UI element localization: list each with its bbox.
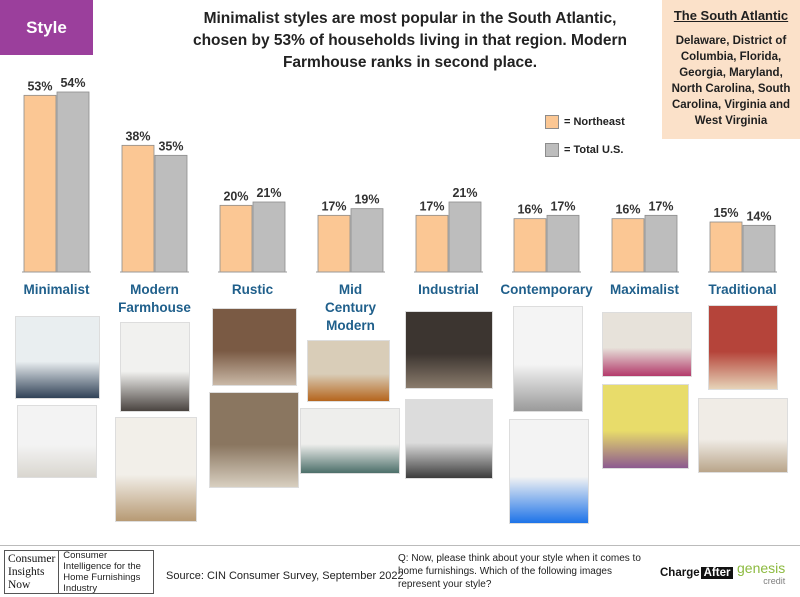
value-label-traditional-northeast: 15% xyxy=(713,206,738,220)
maximalist-photo-1 xyxy=(602,312,692,377)
survey-question: Q: Now, please think about your style wh… xyxy=(398,553,641,590)
value-label-traditional-total-us: 14% xyxy=(746,209,771,223)
legend-swatch-northeast xyxy=(545,115,559,129)
legend-swatch-total-us xyxy=(545,143,559,157)
traditional-photo-1 xyxy=(708,305,778,390)
category-label-minimalist-line-1: Minimalist xyxy=(23,282,90,297)
minimalist-photo-2 xyxy=(17,405,97,478)
cin-logo-line-2: Insights xyxy=(8,566,45,578)
value-label-minimalist-total-us: 54% xyxy=(60,76,85,90)
category-label-rustic-line-1: Rustic xyxy=(232,282,274,297)
chargeafter-logo-word-1: Charge xyxy=(660,567,700,579)
value-label-modern-farmhouse-total-us: 35% xyxy=(158,139,183,153)
chargeafter-logo: Charge After xyxy=(660,567,734,579)
industrial-photo-2 xyxy=(405,399,493,479)
value-label-rustic-northeast: 20% xyxy=(223,189,248,203)
rustic-photo-2 xyxy=(209,392,299,488)
value-label-minimalist-northeast: 53% xyxy=(27,79,52,93)
bar-rustic-total-us xyxy=(252,201,286,273)
bar-mid-century-modern-northeast xyxy=(317,214,351,273)
category-label-industrial-line-1: Industrial xyxy=(418,282,479,297)
legend-item-northeast: = Northeast xyxy=(545,114,625,130)
bar-chart: 53% 54% Minimalist 38% 35% Modern Farmhouse 20%… xyxy=(22,76,777,333)
bar-mid-century-modern-total-us xyxy=(350,208,384,273)
bar-industrial-northeast xyxy=(415,214,449,273)
bar-industrial-total-us xyxy=(448,201,482,273)
cin-logo: Consumer Insights Now Consumer Intellige… xyxy=(4,550,154,594)
bar-minimalist-total-us xyxy=(56,91,90,273)
region-box: The South Atlantic Delaware, District of… xyxy=(662,0,800,139)
traditional-photo-2 xyxy=(698,398,788,473)
legend-item-total-us: = Total U.S. xyxy=(545,142,625,158)
bar-rustic-northeast xyxy=(219,204,253,273)
bar-traditional-total-us xyxy=(742,224,776,273)
cin-tagline: Consumer Intelligence for the Home Furni… xyxy=(63,550,141,594)
bar-modern-farmhouse-total-us xyxy=(154,154,188,273)
footer-divider xyxy=(0,545,800,546)
value-label-mid-century-modern-northeast: 17% xyxy=(321,199,346,213)
genesis-logo-word: genesis xyxy=(737,560,786,576)
contemporary-photo-2 xyxy=(509,419,589,524)
maximalist-photo-2 xyxy=(602,384,689,469)
cin-logo-line-3: Now xyxy=(8,579,31,591)
bar-modern-farmhouse-northeast xyxy=(121,144,155,273)
category-label-traditional-line-1: Traditional xyxy=(708,282,776,297)
page-headline: Minimalist styles are most popular in th… xyxy=(192,10,628,71)
chargeafter-logo-word-2: After xyxy=(700,567,734,579)
genesis-logo-sub: credit xyxy=(763,576,786,586)
genesis-credit-logo: genesis credit xyxy=(737,560,786,588)
mid-century-photo-2 xyxy=(300,408,400,474)
rustic-photo-1 xyxy=(212,308,297,386)
cin-logo-line-1: Consumer xyxy=(8,553,56,565)
region-states: Delaware, District of Columbia, Florida,… xyxy=(671,35,791,127)
value-label-modern-farmhouse-northeast: 38% xyxy=(125,129,150,143)
industrial-photo-1 xyxy=(405,311,493,389)
minimalist-photo-1 xyxy=(15,316,100,399)
style-tag: Style xyxy=(0,0,93,55)
bar-contemporary-total-us xyxy=(546,214,580,273)
bar-traditional-northeast xyxy=(709,221,743,273)
category-label-mid-century-modern-line-3: Modern xyxy=(326,318,375,333)
value-label-industrial-total-us: 21% xyxy=(452,186,477,200)
category-label-mid-century-modern-line-1: Mid xyxy=(339,282,362,297)
legend-label-total-us: = Total U.S. xyxy=(564,144,624,156)
category-label-contemporary-line-1: Contemporary xyxy=(500,282,593,297)
cin-logo-mark: Consumer Insights Now xyxy=(5,551,60,593)
chart-legend: = Northeast = Total U.S. xyxy=(545,114,625,170)
value-label-mid-century-modern-total-us: 19% xyxy=(354,193,379,207)
category-label-modern-farmhouse-line-2: Farmhouse xyxy=(118,300,191,315)
value-label-contemporary-northeast: 16% xyxy=(517,203,542,217)
source-note: Source: CIN Consumer Survey, September 2… xyxy=(166,570,404,582)
modern-farmhouse-photo-2 xyxy=(115,417,197,522)
mid-century-photo-1 xyxy=(307,340,390,402)
value-label-industrial-northeast: 17% xyxy=(419,199,444,213)
value-label-maximalist-total-us: 17% xyxy=(648,199,673,213)
category-label-maximalist-line-1: Maximalist xyxy=(610,282,680,297)
value-label-rustic-total-us: 21% xyxy=(256,186,281,200)
value-label-maximalist-northeast: 16% xyxy=(615,203,640,217)
contemporary-photo-1 xyxy=(513,306,583,412)
category-label-modern-farmhouse-line-1: Modern xyxy=(130,282,179,297)
value-label-contemporary-total-us: 17% xyxy=(550,199,575,213)
region-title: The South Atlantic xyxy=(673,8,789,23)
bar-maximalist-northeast xyxy=(611,218,645,273)
bar-contemporary-northeast xyxy=(513,218,547,273)
bar-minimalist-northeast xyxy=(23,94,57,273)
category-label-mid-century-modern-line-2: Century xyxy=(325,300,376,315)
bar-maximalist-total-us xyxy=(644,214,678,273)
modern-farmhouse-photo-1 xyxy=(120,322,190,412)
legend-label-northeast: = Northeast xyxy=(564,116,625,128)
